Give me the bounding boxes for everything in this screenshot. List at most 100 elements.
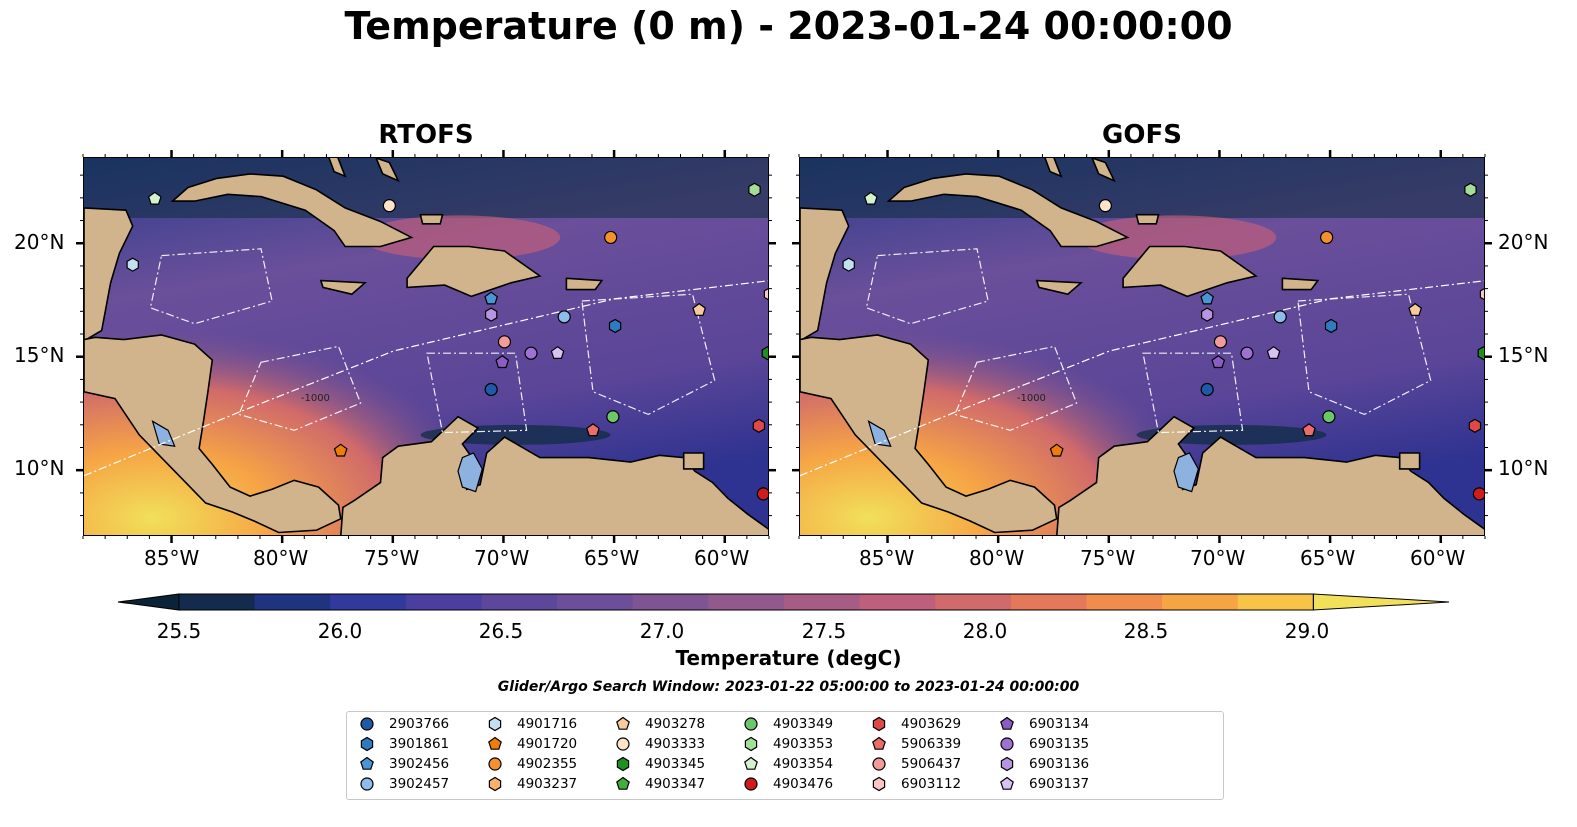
lat-label-15n-right: 15°N xyxy=(1498,343,1549,367)
legend-marker-6903136 xyxy=(1000,756,1014,772)
legend-label: 4902355 xyxy=(517,756,578,772)
legend-item-5906437: 5906437 xyxy=(871,756,961,772)
colorbar-bin xyxy=(330,594,407,610)
float-marker-2903766 xyxy=(484,382,498,397)
float-marker-4903278 xyxy=(1408,302,1423,316)
legend-item-4903476: 4903476 xyxy=(743,776,833,792)
float-marker-6903137 xyxy=(1266,345,1281,359)
float-marker-3902456 xyxy=(1200,291,1215,305)
legend-marker-6903112 xyxy=(872,776,886,792)
float-marker-4903349 xyxy=(1322,410,1336,424)
legend-item-4903347: 4903347 xyxy=(615,776,705,792)
legend-label: 4903237 xyxy=(517,776,578,792)
float-marker-4901716 xyxy=(126,257,139,272)
legend-label: 6903135 xyxy=(1029,736,1090,752)
legend-item-4901716: 4901716 xyxy=(487,716,577,732)
eez-boundary xyxy=(800,280,1484,477)
colorbar-bin xyxy=(1237,594,1314,610)
legend-item-4901720: 4901720 xyxy=(487,736,577,752)
warm-windward-patch xyxy=(1076,215,1277,260)
legend-label: 5906339 xyxy=(901,736,962,752)
temperature-map-gofs: -1000 xyxy=(800,158,1484,535)
pentagon-marker-icon xyxy=(1000,716,1014,730)
colorbar-tick-28-0: 28.0 xyxy=(962,619,1008,643)
colorbar-tick-27-0: 27.0 xyxy=(639,619,685,643)
legend-item-6903136: 6903136 xyxy=(999,756,1089,772)
legend-label: 5906437 xyxy=(901,756,962,772)
legend-item-3901861: 3901861 xyxy=(359,736,449,752)
legend-marker-4903349 xyxy=(744,717,758,731)
land-hispaniola xyxy=(1122,245,1258,298)
legend-marker-4903345 xyxy=(616,756,630,772)
colorbar-extend-low xyxy=(117,593,180,611)
legend-marker-2903766 xyxy=(360,717,374,731)
legend-marker-4901716 xyxy=(488,716,502,732)
legend-label: 4903476 xyxy=(773,776,834,792)
legend-label: 2903766 xyxy=(389,716,450,732)
float-marker-3901861 xyxy=(608,318,622,334)
float-marker-6903137 xyxy=(550,345,565,359)
colorbar-bin xyxy=(1086,594,1163,610)
legend-item-4903333: 4903333 xyxy=(615,736,705,752)
temperature-map-rtofs: -1000 xyxy=(84,158,768,535)
pentagon-marker-icon xyxy=(360,756,374,770)
circle-marker-icon xyxy=(744,777,758,791)
hexagon-marker-icon xyxy=(1000,756,1014,772)
lon-label-65w-left: 65°W xyxy=(584,546,640,570)
eez-boundary xyxy=(865,248,989,325)
circle-marker-icon xyxy=(616,737,630,751)
legend-label: 3901861 xyxy=(389,736,450,752)
warm-windward-patch xyxy=(360,215,561,260)
colorbar-bin xyxy=(405,594,482,610)
hexagon-marker-icon xyxy=(360,736,374,752)
land-bahamas-1 xyxy=(1044,158,1063,178)
float-marker-4901716 xyxy=(842,257,855,272)
eez-boundary xyxy=(1142,352,1244,434)
legend-label: 4903353 xyxy=(773,736,834,752)
colorbar-tick-25-5: 25.5 xyxy=(156,619,202,643)
float-marker-4903353 xyxy=(1464,182,1477,197)
float-marker-4902355 xyxy=(1320,230,1334,245)
colorbar-outline xyxy=(178,593,1314,611)
colorbar-bin xyxy=(481,594,558,610)
legend-marker-6903137 xyxy=(1000,776,1014,790)
legend-marker-6903135 xyxy=(1000,737,1014,751)
legend-label: 3902457 xyxy=(389,776,450,792)
legend-marker-6903134 xyxy=(1000,716,1014,730)
float-marker-4903349 xyxy=(606,410,620,424)
float-marker-4901720 xyxy=(333,443,348,457)
float-marker-4903353 xyxy=(748,182,761,197)
legend-item-2903766: 2903766 xyxy=(359,716,449,732)
eez-boundary xyxy=(954,345,1078,431)
search-window-caption: Glider/Argo Search Window: 2023-01-22 05… xyxy=(497,679,1080,695)
float-marker-6903136 xyxy=(1201,307,1214,322)
float-marker-5906437 xyxy=(497,335,512,349)
lat-label-10n-left: 10°N xyxy=(14,456,65,480)
circle-marker-icon xyxy=(872,757,886,771)
float-marker-6903134 xyxy=(1211,355,1226,369)
land-trinidad xyxy=(682,452,705,470)
legend-marker-4902355 xyxy=(488,757,502,771)
depth-contour-label: -1000 xyxy=(301,393,330,404)
land-bahamas-3 xyxy=(419,213,444,225)
pentagon-marker-icon xyxy=(872,736,886,750)
legend-label: 6903136 xyxy=(1029,756,1090,772)
float-marker-3901861 xyxy=(1324,318,1338,334)
lat-label-15n-left: 15°N xyxy=(14,343,65,367)
lon-label-80w-right: 80°W xyxy=(969,546,1025,570)
land-cuba xyxy=(170,173,414,248)
map-panel-gofs: -1000 xyxy=(799,157,1485,536)
land-cuba xyxy=(886,173,1130,248)
legend-marker-4903476 xyxy=(744,777,758,791)
legend-label: 6903137 xyxy=(1029,776,1090,792)
colorbar-extend-high xyxy=(1312,593,1450,611)
pentagon-marker-icon xyxy=(616,716,630,730)
lat-label-10n-right: 10°N xyxy=(1498,456,1549,480)
legend-label: 6903112 xyxy=(901,776,962,792)
legend-marker-4903333 xyxy=(616,737,630,751)
legend-item-4903353: 4903353 xyxy=(743,736,833,752)
eez-boundary xyxy=(238,345,362,431)
float-marker-4903333 xyxy=(1098,199,1112,213)
land-bahamas-2 xyxy=(1091,158,1116,183)
